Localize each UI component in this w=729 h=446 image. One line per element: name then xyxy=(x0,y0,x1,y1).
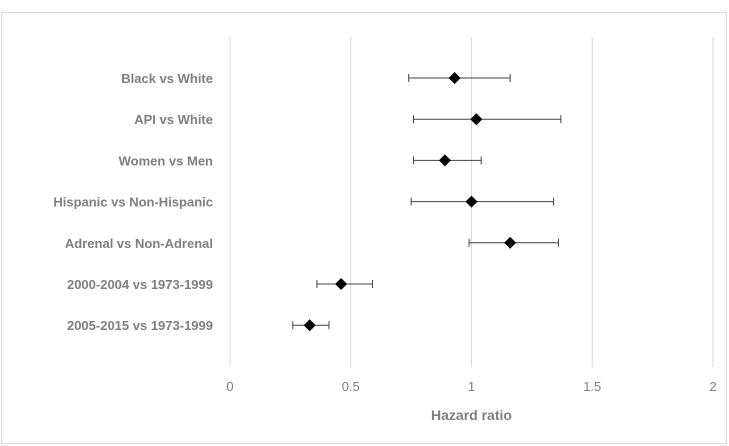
hr-point xyxy=(504,236,517,249)
hr-point xyxy=(448,72,461,84)
category-label: Black vs White xyxy=(121,71,213,86)
chart-frame: Black vs White API vs White Women vs Men Hi… xyxy=(1,12,727,444)
hazard-ratio-markers xyxy=(303,72,517,332)
forest-plot: Black vs White API vs White Women vs Men Hi… xyxy=(53,37,717,423)
hr-point xyxy=(438,154,451,167)
x-tick-label: 1.5 xyxy=(583,379,601,394)
category-label: API vs White xyxy=(134,112,213,127)
category-labels: Black vs White API vs White Women vs Men Hi… xyxy=(53,71,213,333)
hr-point xyxy=(335,278,348,290)
category-label: Hispanic vs Non-Hispanic xyxy=(53,195,213,210)
category-label: 2005-2015 vs 1973-1999 xyxy=(67,318,213,333)
hr-point xyxy=(465,195,478,208)
category-label: Women vs Men xyxy=(119,153,213,168)
x-tick-label: 0 xyxy=(226,379,233,394)
x-tick-label: 2 xyxy=(709,379,716,394)
hr-point xyxy=(470,113,483,126)
x-tick-labels: 0 0.5 1 1.5 2 xyxy=(226,379,716,394)
x-tick-label: 0.5 xyxy=(342,379,360,394)
category-label: Adrenal vs Non-Adrenal xyxy=(65,236,213,251)
category-label: 2000-2004 vs 1973-1999 xyxy=(67,277,213,292)
x-axis-title: Hazard ratio xyxy=(431,407,512,423)
confidence-intervals xyxy=(292,74,562,330)
x-tick-label: 1 xyxy=(468,379,475,394)
hr-point xyxy=(303,319,316,332)
